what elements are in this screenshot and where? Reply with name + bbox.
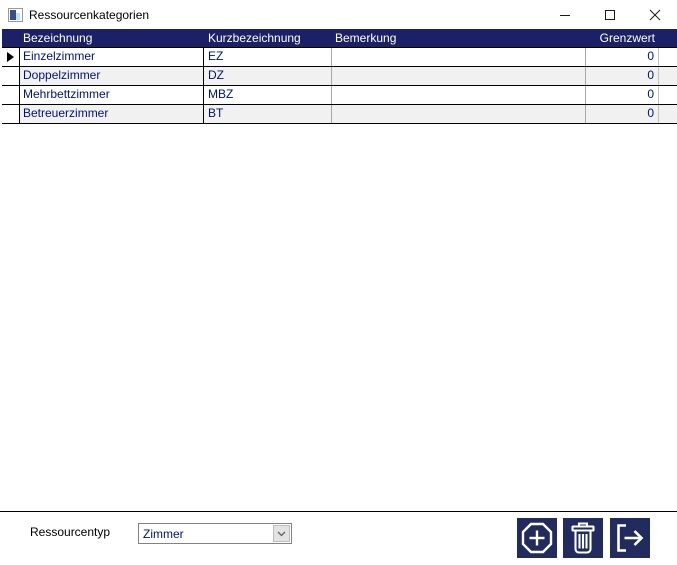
cell-bemerkung[interactable] bbox=[332, 48, 586, 66]
minimize-button[interactable] bbox=[542, 0, 587, 29]
current-row-indicator-icon bbox=[7, 52, 14, 62]
cell-bezeichnung[interactable]: Mehrbettzimmer bbox=[20, 86, 204, 104]
row-selector-cell bbox=[2, 67, 20, 85]
exit-arrow-icon bbox=[617, 524, 644, 552]
cell-bezeichnung[interactable]: Betreuerzimmer bbox=[20, 105, 204, 123]
maximize-button[interactable] bbox=[587, 0, 632, 29]
trash-icon bbox=[571, 522, 595, 554]
row-selector-header bbox=[2, 29, 20, 47]
resource-categories-grid: Bezeichnung Kurzbezeichnung Bemerkung Gr… bbox=[2, 29, 677, 124]
titlebar: Ressourcenkategorien bbox=[0, 0, 677, 29]
cell-bemerkung[interactable] bbox=[332, 86, 586, 104]
minimize-icon bbox=[559, 14, 570, 16]
cell-bemerkung[interactable] bbox=[332, 105, 586, 123]
ressourcentyp-combobox[interactable]: Zimmer bbox=[138, 523, 292, 544]
cell-grenzwert[interactable]: 0 bbox=[586, 48, 659, 66]
cell-kurzbezeichnung[interactable]: MBZ bbox=[204, 86, 332, 104]
row-selector-cell bbox=[2, 105, 20, 123]
app-icon bbox=[8, 7, 23, 22]
cell-filler bbox=[659, 48, 677, 66]
footer-divider bbox=[0, 511, 677, 512]
combobox-dropdown-button[interactable] bbox=[273, 525, 290, 542]
table-row[interactable]: Einzelzimmer EZ 0 bbox=[2, 48, 677, 67]
column-header-grenzwert[interactable]: Grenzwert bbox=[599, 31, 655, 45]
chevron-down-icon bbox=[277, 531, 286, 536]
cell-grenzwert[interactable]: 0 bbox=[586, 67, 659, 85]
grid-header-row: Bezeichnung Kurzbezeichnung Bemerkung Gr… bbox=[2, 29, 677, 48]
cell-filler bbox=[659, 67, 677, 85]
table-row[interactable]: Mehrbettzimmer MBZ 0 bbox=[2, 86, 677, 105]
plus-octagon-icon bbox=[521, 522, 553, 554]
cell-filler bbox=[659, 86, 677, 104]
column-header-bemerkung[interactable]: Bemerkung bbox=[335, 31, 397, 45]
cell-bezeichnung[interactable]: Doppelzimmer bbox=[20, 67, 204, 85]
cell-grenzwert[interactable]: 0 bbox=[586, 105, 659, 123]
cell-kurzbezeichnung[interactable]: EZ bbox=[204, 48, 332, 66]
maximize-icon bbox=[604, 9, 615, 20]
window-controls bbox=[542, 0, 677, 29]
row-selector-cell bbox=[2, 86, 20, 104]
cell-kurzbezeichnung[interactable]: BT bbox=[204, 105, 332, 123]
combobox-selected-value: Zimmer bbox=[143, 526, 184, 541]
cell-grenzwert[interactable]: 0 bbox=[586, 86, 659, 104]
window-title: Ressourcenkategorien bbox=[29, 7, 150, 22]
table-row[interactable]: Doppelzimmer DZ 0 bbox=[2, 67, 677, 86]
delete-button[interactable] bbox=[563, 518, 603, 558]
row-selector-cell bbox=[2, 48, 20, 66]
close-button[interactable] bbox=[632, 0, 677, 29]
cell-filler bbox=[659, 105, 677, 123]
ressourcentyp-label: Ressourcentyp bbox=[30, 525, 111, 539]
close-icon bbox=[649, 9, 660, 20]
table-row[interactable]: Betreuerzimmer BT 0 bbox=[2, 105, 677, 124]
exit-button[interactable] bbox=[610, 518, 650, 558]
cell-bemerkung[interactable] bbox=[332, 67, 586, 85]
column-header-filler bbox=[659, 29, 677, 47]
cell-bezeichnung[interactable]: Einzelzimmer bbox=[20, 48, 204, 66]
add-button[interactable] bbox=[517, 518, 557, 558]
column-header-bezeichnung[interactable]: Bezeichnung bbox=[23, 31, 93, 45]
column-header-kurzbezeichnung[interactable]: Kurzbezeichnung bbox=[208, 31, 301, 45]
cell-kurzbezeichnung[interactable]: DZ bbox=[204, 67, 332, 85]
